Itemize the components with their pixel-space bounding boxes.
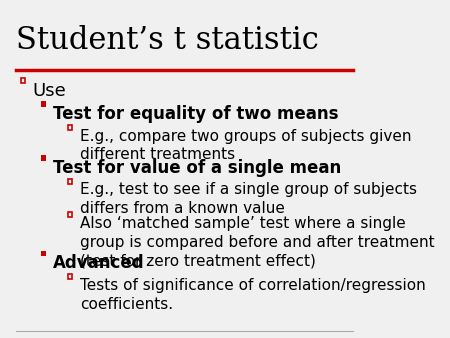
- Text: E.g., test to see if a single group of subjects
differs from a known value: E.g., test to see if a single group of s…: [81, 183, 418, 216]
- Bar: [41, 155, 46, 161]
- Bar: [68, 179, 72, 184]
- Text: Student’s t statistic: Student’s t statistic: [16, 25, 319, 56]
- Text: Also ‘matched sample’ test where a single
group is compared before and after tre: Also ‘matched sample’ test where a singl…: [81, 216, 435, 268]
- Text: Test for equality of two means: Test for equality of two means: [53, 105, 338, 123]
- Bar: [41, 250, 46, 257]
- Text: Advanced: Advanced: [53, 255, 144, 272]
- Text: E.g., compare two groups of subjects given
different treatments: E.g., compare two groups of subjects giv…: [81, 129, 412, 162]
- Bar: [41, 101, 46, 107]
- Bar: [68, 274, 72, 280]
- Bar: [68, 213, 72, 217]
- Text: Use: Use: [33, 82, 67, 100]
- Text: Tests of significance of correlation/regression
coefficients.: Tests of significance of correlation/reg…: [81, 278, 426, 312]
- Bar: [68, 125, 72, 130]
- Text: Test for value of a single mean: Test for value of a single mean: [53, 159, 341, 177]
- Bar: [21, 78, 25, 83]
